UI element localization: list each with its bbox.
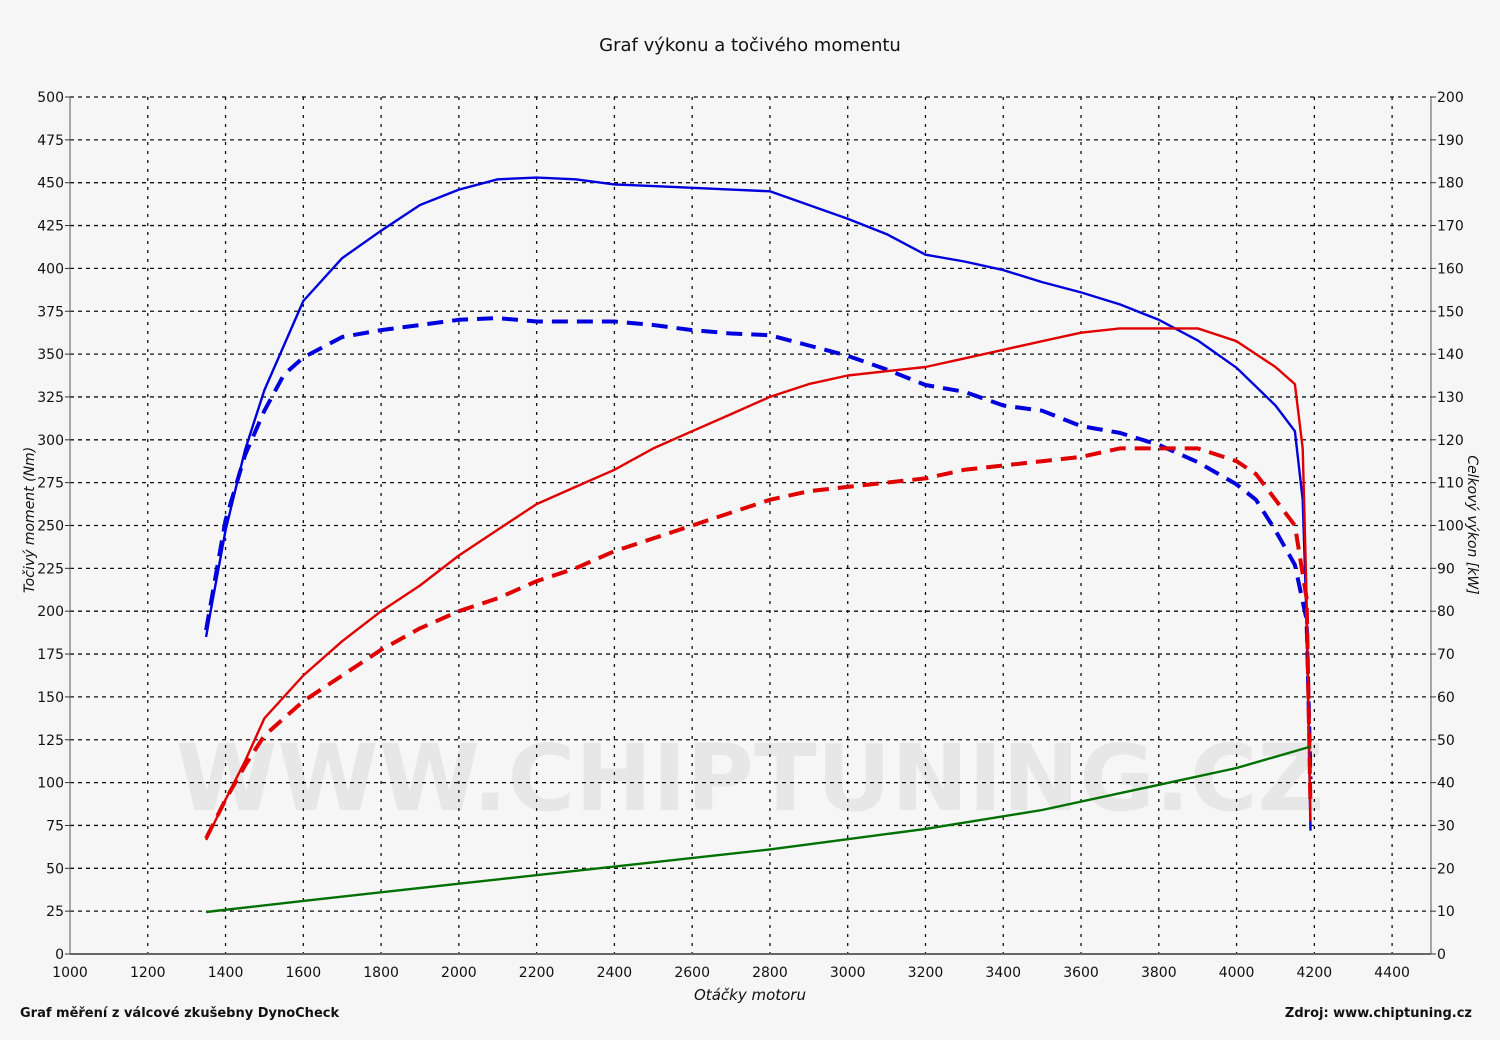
y2-tick-label: 90 xyxy=(1437,561,1455,577)
y2-tick-label: 120 xyxy=(1437,433,1464,449)
y2-axis-label: Celkový výkon [kW] xyxy=(1464,455,1480,594)
chart-title: Graf výkonu a točivého momentu xyxy=(599,35,901,56)
y2-tick-label: 190 xyxy=(1437,133,1464,149)
x-axis-label: Otáčky motoru xyxy=(694,986,806,1004)
y2-tick-label: 150 xyxy=(1437,304,1464,320)
x-tick-label: 1200 xyxy=(130,965,166,981)
y2-tick-label: 60 xyxy=(1437,690,1455,706)
x-tick-label: 4000 xyxy=(1219,965,1255,981)
y-axis-label: Točivý moment (Nm) xyxy=(22,447,38,593)
x-tick-label: 3400 xyxy=(985,965,1021,981)
x-tick-label: 2600 xyxy=(674,965,710,981)
y-tick-label: 175 xyxy=(37,647,64,663)
x-tick-label: 4200 xyxy=(1297,965,1333,981)
footer-credit: Zdroj: www.chiptuning.cz xyxy=(1284,1006,1472,1021)
y2-tick-label: 20 xyxy=(1437,861,1455,877)
y-tick-label: 375 xyxy=(37,304,64,320)
y2-tick-label: 10 xyxy=(1437,904,1455,920)
y-tick-label: 125 xyxy=(37,733,64,749)
y2-tick-label: 70 xyxy=(1437,647,1455,663)
x-tick-label: 2000 xyxy=(441,965,477,981)
y-tick-label: 400 xyxy=(37,261,64,277)
series-line-torque-stock xyxy=(204,316,1313,780)
x-tick-label: 2400 xyxy=(597,965,633,981)
y2-tick-label: 80 xyxy=(1437,604,1455,620)
x-tick-label: 3600 xyxy=(1063,965,1099,981)
series-line-loss xyxy=(205,745,1311,914)
y-tick-label: 300 xyxy=(37,433,64,449)
y-tick-label: 200 xyxy=(37,604,64,620)
y-tick-label: 100 xyxy=(37,776,64,792)
y2-tick-label: 30 xyxy=(1437,818,1455,834)
y-tick-label: 250 xyxy=(37,519,64,535)
series-line-power-stock xyxy=(204,446,1313,840)
grid xyxy=(70,96,1431,954)
y-tick-label: 450 xyxy=(37,176,64,192)
y-tick-label: 75 xyxy=(46,818,64,834)
y2-tick-label: 130 xyxy=(1437,390,1464,406)
x-tick-label: 1400 xyxy=(208,965,244,981)
x-tick-label: 1000 xyxy=(52,965,88,981)
x-tick-label: 3000 xyxy=(830,965,866,981)
watermark: WWW.CHIPTUNING.CZ xyxy=(176,725,1324,832)
y2-tick-label: 110 xyxy=(1437,476,1464,492)
y2-tick-label: 160 xyxy=(1437,261,1464,277)
y2-tick-label: 170 xyxy=(1437,219,1464,235)
y2-tick-label: 0 xyxy=(1437,947,1446,963)
y2-tick-label: 100 xyxy=(1437,519,1464,535)
x-tick-label: 2800 xyxy=(752,965,788,981)
y2-tick-label: 200 xyxy=(1437,90,1464,106)
series-line-power-tuned xyxy=(205,327,1312,841)
y-tick-label: 225 xyxy=(37,561,64,577)
y-tick-label: 275 xyxy=(37,476,64,492)
y-tick-label: 425 xyxy=(37,219,64,235)
x-tick-label: 3800 xyxy=(1141,965,1177,981)
y-tick-label: 150 xyxy=(37,690,64,706)
y-tick-label: 25 xyxy=(46,904,64,920)
y2-tick-label: 40 xyxy=(1437,776,1455,792)
y-tick-label: 325 xyxy=(37,390,64,406)
y-tick-label: 50 xyxy=(46,861,64,877)
axis-ticks: 1000 1200 1400 1600 1800 2000 2200 2400 2600 2800… xyxy=(37,90,1463,981)
x-tick-label: 1600 xyxy=(285,965,321,981)
series-line-torque-tuned xyxy=(204,176,1312,831)
y-tick-label: 500 xyxy=(37,90,64,106)
y2-tick-label: 140 xyxy=(1437,347,1464,363)
y2-tick-label: 50 xyxy=(1437,733,1455,749)
x-tick-label: 4400 xyxy=(1374,965,1410,981)
x-tick-label: 1800 xyxy=(363,965,399,981)
x-tick-label: 3200 xyxy=(908,965,944,981)
x-tick-label: 2200 xyxy=(519,965,555,981)
y-tick-label: 0 xyxy=(55,947,64,963)
footer-source-note: Graf měření z válcové zkušebny DynoCheck xyxy=(20,1006,340,1021)
y-tick-label: 475 xyxy=(37,133,64,149)
y2-tick-label: 180 xyxy=(1437,176,1464,192)
series-lines xyxy=(204,176,1313,914)
y-tick-label: 350 xyxy=(37,347,64,363)
